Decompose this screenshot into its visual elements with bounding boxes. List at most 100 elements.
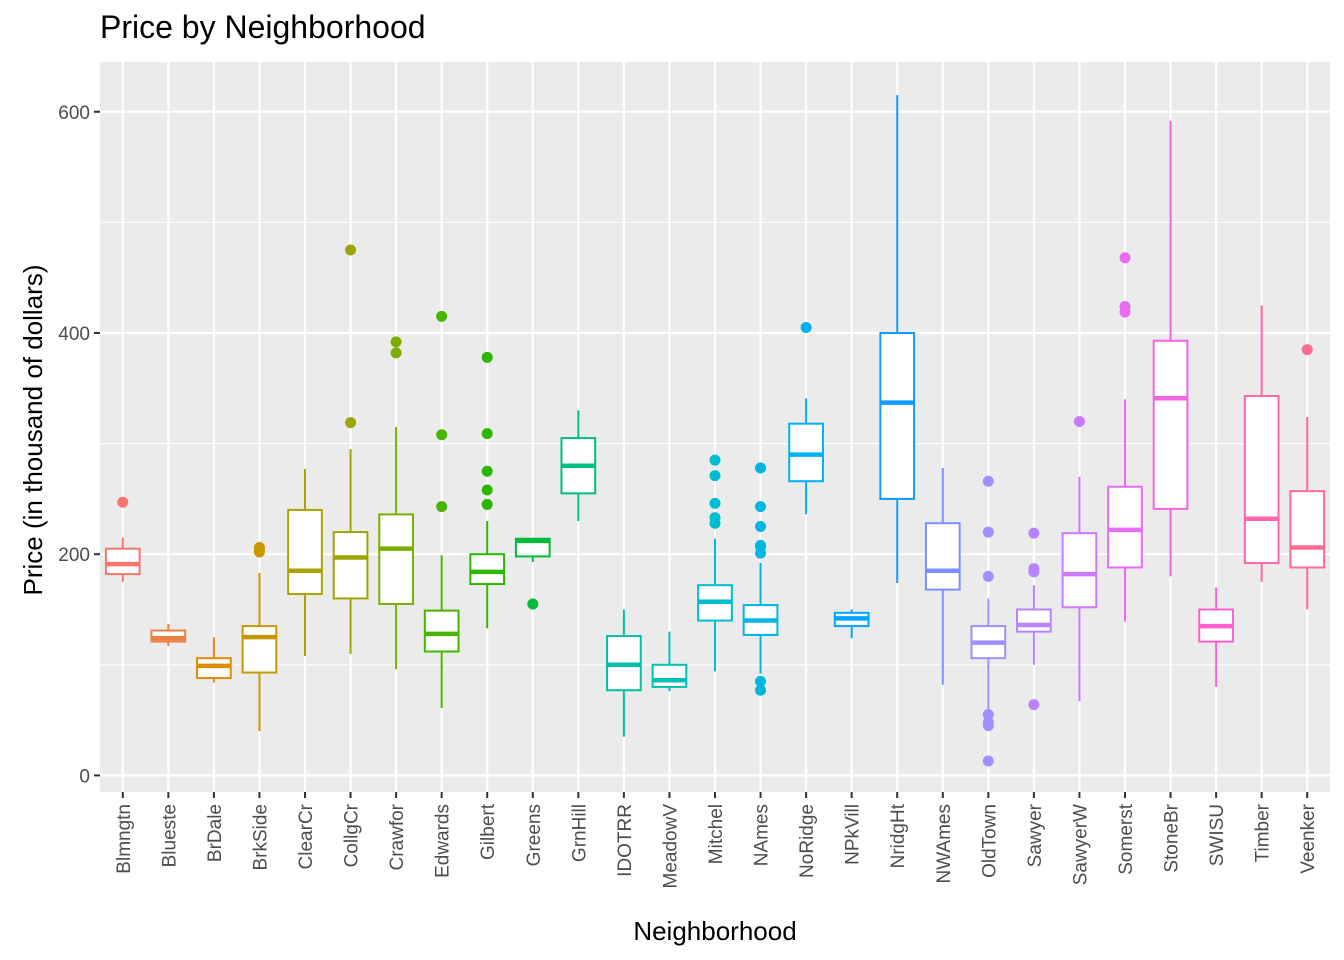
outlier-point (390, 336, 402, 348)
x-tick-label: SawyerW (1070, 804, 1091, 885)
box-MeadowV (651, 631, 688, 692)
box-Veenker (1289, 344, 1326, 610)
x-tick-label: Edwards (433, 804, 454, 878)
outlier-point (481, 498, 493, 510)
outlier-point (709, 454, 721, 466)
outlier-point (982, 755, 994, 767)
x-tick-label: NoRidge (797, 804, 818, 878)
x-tick-label: Gilbert (478, 803, 499, 860)
box-Mitchel (697, 454, 733, 672)
outlier-point (1073, 415, 1085, 427)
y-tick-label: 0 (79, 766, 90, 787)
box-Sawyer (1016, 527, 1052, 711)
x-tick-label: Timber (1253, 803, 1274, 862)
x-tick-label: Somerst (1116, 803, 1137, 874)
box-OldTown (970, 475, 1007, 767)
box-NoRidge (788, 321, 824, 515)
y-axis: 0 200 400 600 (58, 103, 100, 787)
outlier-point (1119, 252, 1131, 264)
outlier-point (755, 684, 767, 696)
outlier-point (253, 542, 265, 554)
box-SWISU (1198, 587, 1234, 687)
outlier-point (527, 598, 539, 610)
box-Gilbert (469, 351, 506, 629)
box-iqr (378, 513, 414, 605)
outlier-point (117, 496, 129, 508)
box-SawyerW (1061, 415, 1098, 702)
outlier-point (1028, 563, 1040, 575)
box-iqr (423, 609, 460, 653)
outlier-point (982, 475, 994, 487)
x-tick-label: NridgHt (888, 803, 909, 868)
y-tick-label: 400 (58, 324, 90, 345)
x-tick-label: ClearCr (296, 803, 317, 869)
box-series (104, 95, 1326, 767)
outlier-point (982, 526, 994, 538)
chart-title: Price by Neighborhood (100, 9, 426, 45)
outlier-point (345, 417, 357, 429)
box-NAmes (742, 462, 779, 696)
box-BrDale (196, 637, 232, 683)
x-tick-label: Greens (524, 804, 545, 866)
x-tick-label: GrnHill (569, 804, 590, 862)
x-tick-label: SWISU (1207, 804, 1228, 866)
x-tick-label: OldTown (979, 804, 1000, 878)
box-Blmngtn (104, 496, 141, 582)
box-Greens (514, 537, 551, 610)
box-iqr (1152, 339, 1189, 510)
outlier-point (709, 512, 721, 524)
x-tick-label: Crawfor (387, 803, 408, 870)
box-NPkVill (833, 609, 870, 639)
y-tick-label: 200 (58, 545, 90, 566)
box-IDOTRR (606, 609, 642, 737)
x-tick-label: Mitchel (706, 804, 727, 864)
x-tick-label: Veenker (1298, 803, 1319, 873)
outlier-point (481, 351, 493, 363)
x-tick-label: MeadowV (660, 804, 681, 889)
x-tick-label: IDOTRR (615, 804, 636, 877)
outlier-point (755, 675, 767, 687)
y-axis-title: Price (in thousand of dollars) (18, 265, 48, 596)
outlier-point (982, 716, 994, 728)
x-tick-label: Sawyer (1025, 803, 1046, 867)
outlier-point (755, 539, 767, 551)
x-tick-label: Blmngtn (114, 804, 135, 874)
outlier-point (755, 501, 767, 513)
box-iqr (1061, 532, 1098, 609)
outlier-point (755, 521, 767, 533)
box-iqr (241, 625, 278, 674)
outlier-point (436, 310, 448, 322)
box-Edwards (423, 310, 460, 708)
box-iqr (1016, 608, 1052, 633)
box-NWAmes (924, 467, 961, 685)
x-tick-label: NAmes (752, 804, 773, 866)
box-Blueste (150, 623, 187, 646)
box-iqr (469, 553, 506, 586)
x-tick-label: StoneBr (1162, 803, 1183, 872)
outlier-point (709, 470, 721, 482)
box-StoneBr (1152, 120, 1189, 577)
outlier-point (1119, 300, 1131, 312)
box-iqr (287, 508, 323, 596)
outlier-point (800, 321, 812, 333)
box-Crawfor (378, 336, 414, 670)
x-axis-title: Neighborhood (633, 916, 796, 946)
outlier-point (982, 709, 994, 721)
outlier-point (436, 429, 448, 441)
box-iqr (651, 663, 688, 688)
box-Timber (1243, 305, 1280, 582)
outlier-point (481, 465, 493, 477)
outlier-point (1028, 527, 1040, 539)
outlier-point (1028, 699, 1040, 711)
outlier-point (481, 428, 493, 440)
x-tick-label: NPkVill (843, 804, 864, 865)
outlier-point (982, 570, 994, 582)
box-CollgCr (332, 244, 369, 654)
box-NridgHt (879, 95, 916, 583)
x-tick-label: CollgCr (342, 803, 363, 867)
x-tick-label: BrkSide (250, 804, 271, 871)
box-BrkSide (241, 542, 278, 732)
box-iqr (104, 547, 141, 576)
x-tick-label: Blueste (159, 804, 180, 867)
